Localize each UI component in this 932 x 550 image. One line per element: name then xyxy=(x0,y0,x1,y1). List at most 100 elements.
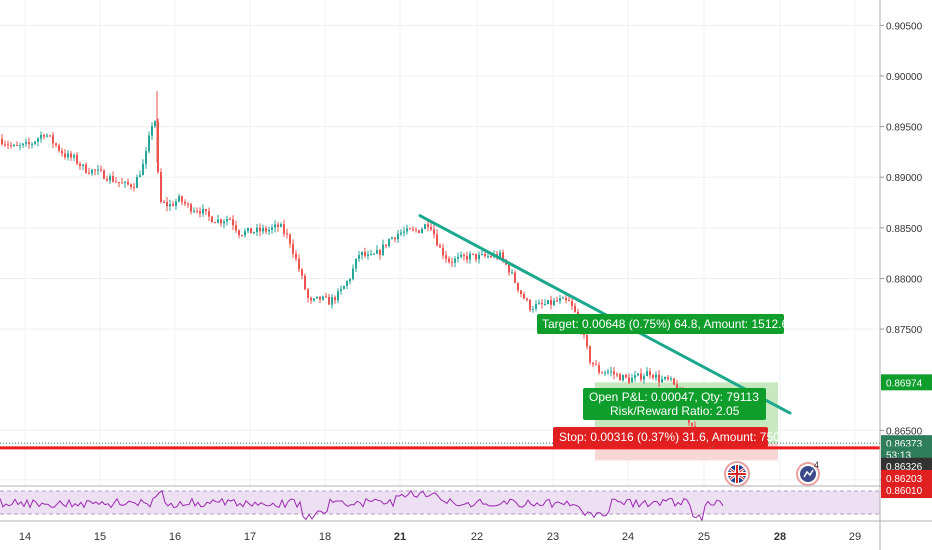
candle-body xyxy=(244,231,246,236)
candle-body xyxy=(253,232,255,234)
candle-body xyxy=(295,253,297,259)
candle-body xyxy=(304,275,306,290)
candle-body xyxy=(472,253,474,255)
candle-body xyxy=(550,300,552,305)
y-tick-label: 0.89000 xyxy=(886,173,923,184)
candle-body xyxy=(223,221,225,224)
candle-body xyxy=(169,204,171,207)
candle-body xyxy=(67,153,69,158)
candle-body xyxy=(127,181,129,185)
candle-body xyxy=(277,224,279,227)
candle-body xyxy=(313,298,315,301)
candle-body xyxy=(511,272,513,274)
candle-body xyxy=(625,374,627,378)
candle-body xyxy=(163,201,165,203)
candle-body xyxy=(430,226,432,230)
candle-body xyxy=(370,253,372,255)
candle-body xyxy=(46,135,48,137)
candle-body xyxy=(409,228,411,230)
candle-body xyxy=(160,172,162,202)
candle-body xyxy=(538,302,540,305)
candle-body xyxy=(448,258,450,263)
x-tick-label: 15 xyxy=(94,531,106,543)
candle-body xyxy=(565,297,567,301)
candle-body xyxy=(292,243,294,254)
candle-body xyxy=(529,299,531,310)
candle-body xyxy=(433,229,435,235)
y-tick-label: 0.88000 xyxy=(886,274,923,285)
candle-body xyxy=(103,170,105,179)
candle-body xyxy=(439,245,441,248)
candle-body xyxy=(85,164,87,173)
candle-body xyxy=(487,256,489,258)
price-tag xyxy=(881,469,932,486)
candle-body xyxy=(340,289,342,292)
candle-body xyxy=(358,255,360,259)
candle-body xyxy=(259,227,261,232)
rsi-pane[interactable] xyxy=(0,489,880,522)
candle-body xyxy=(568,300,570,302)
candle-body xyxy=(379,249,381,255)
candle-body xyxy=(289,234,291,244)
candle-body xyxy=(220,219,222,224)
candle-body xyxy=(148,135,150,152)
candle-body xyxy=(394,237,396,240)
x-tick-label: 21 xyxy=(394,531,406,543)
candle-body xyxy=(274,224,276,228)
candle-body xyxy=(229,219,231,221)
candle-body xyxy=(298,258,300,270)
candle-body xyxy=(211,216,213,223)
x-tick-label: 17 xyxy=(244,531,256,543)
candle-body xyxy=(1,138,3,145)
candle-body xyxy=(346,281,348,287)
candle-body xyxy=(376,249,378,254)
candle-body xyxy=(553,300,555,305)
candle-body xyxy=(556,300,558,302)
candle-body xyxy=(664,377,666,379)
price-axis[interactable]: 0.90500 0.90000 0.89500 0.89000 0.88500 0.880… xyxy=(880,21,923,487)
candle-body xyxy=(418,230,420,234)
candle-body xyxy=(469,253,471,260)
candle-body xyxy=(37,138,39,142)
candle-body xyxy=(520,290,522,295)
candle-body xyxy=(463,254,465,257)
uk-flag-icon[interactable] xyxy=(724,461,750,487)
candle-body xyxy=(13,144,15,146)
candle-body xyxy=(532,308,534,310)
candle-body xyxy=(319,296,321,300)
candle-body xyxy=(655,374,657,378)
candle-body xyxy=(187,203,189,205)
candle-body xyxy=(73,155,75,158)
candle-body xyxy=(199,211,201,214)
candle-body xyxy=(4,144,6,146)
candle-body xyxy=(331,297,333,305)
candle-body xyxy=(628,377,630,383)
candle-body xyxy=(634,375,636,378)
time-axis[interactable]: 14 15 16 17 18 21 22 23 24 25 28 29 xyxy=(19,531,861,543)
candle-body xyxy=(7,144,9,146)
x-tick-label: 28 xyxy=(774,531,786,543)
candle-body xyxy=(541,302,543,305)
price-tag xyxy=(881,482,932,499)
candle-body xyxy=(412,229,414,231)
candle-body xyxy=(658,374,660,383)
candle-body xyxy=(280,224,282,227)
candle-body xyxy=(286,233,288,235)
candle-body xyxy=(58,145,60,151)
candle-body xyxy=(343,286,345,290)
candle-body xyxy=(328,297,330,305)
candle-body xyxy=(613,371,615,375)
candle-body xyxy=(559,298,561,302)
candle-body xyxy=(226,219,228,222)
candle-body xyxy=(508,264,510,273)
price-tag-label: 0.86373 xyxy=(886,439,923,450)
candle-body xyxy=(424,224,426,229)
candle-body xyxy=(643,376,645,380)
economic-event-icon[interactable]: 4 xyxy=(796,460,820,486)
candle-body xyxy=(595,364,597,366)
candle-body xyxy=(421,228,423,234)
candle-body xyxy=(361,251,363,256)
pnl-label: Open P&L: 0.00047, Qty: 79113 Risk/Rewar… xyxy=(583,388,766,420)
